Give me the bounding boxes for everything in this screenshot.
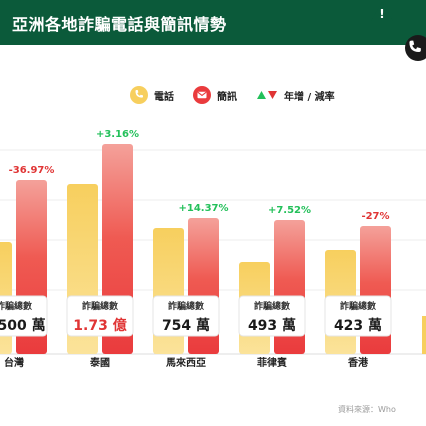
total-value: 754 萬 xyxy=(162,317,210,334)
change-label: +3.16% xyxy=(96,129,139,140)
category-label: 泰國 xyxy=(89,356,110,369)
phone-badge-icon xyxy=(405,35,426,61)
category-label: 台灣 xyxy=(4,356,24,369)
category-label: 菲律賓 xyxy=(257,356,287,369)
total-box xyxy=(152,295,220,337)
total-box-label: 詐騙總數 xyxy=(254,300,291,312)
change-label: +7.52% xyxy=(268,205,311,216)
total-box-label: 詐騙總數 xyxy=(82,300,119,312)
total-box xyxy=(0,295,48,337)
total-box xyxy=(238,295,306,337)
total-value: 493 萬 xyxy=(248,317,296,334)
phone-icon xyxy=(130,86,148,104)
legend-calls-label: 電話 xyxy=(154,91,174,103)
warning-icon: ! xyxy=(371,2,393,21)
total-box-label: 詐騙總數 xyxy=(340,300,377,312)
category-label: 香港 xyxy=(348,356,369,369)
total-value: 423 萬 xyxy=(334,317,382,334)
header-bar: 亞洲各地詐騙電話與簡訊情勢 xyxy=(0,0,426,45)
legend-sms-label: 簡訊 xyxy=(217,91,237,103)
total-box-label: 詐騙總數 xyxy=(168,300,205,312)
bar-chart: -36.97% 詐騙總數 2,500 萬台灣 +3.16% 詐騙總數 1.73 億泰國 +1… xyxy=(0,129,426,369)
total-box xyxy=(66,295,134,337)
legend-trend-label: 年增 / 減率 xyxy=(284,91,335,103)
legend-sms: 簡訊 xyxy=(193,85,237,105)
total-box-label: 詐騙總數 xyxy=(0,300,33,312)
total-value: 1.73 億 xyxy=(73,317,126,334)
change-label: -27% xyxy=(361,211,389,222)
category-label: 馬來西亞 xyxy=(166,356,206,369)
trend-arrows-icon xyxy=(257,91,277,99)
source-note: 資料來源：Who xyxy=(338,405,396,414)
svg-text:!: ! xyxy=(379,7,384,21)
change-label: +14.37% xyxy=(178,203,228,214)
envelope-icon xyxy=(193,86,211,104)
change-label: -36.97% xyxy=(9,165,55,176)
partial-bar-calls xyxy=(422,316,426,354)
legend-trend: 年增 / 減率 xyxy=(256,85,335,105)
legend-calls: 電話 xyxy=(130,85,174,105)
total-box xyxy=(324,295,392,337)
total-value: 2,500 萬 xyxy=(0,317,46,334)
page-title: 亞洲各地詐騙電話與簡訊情勢 xyxy=(12,15,227,34)
